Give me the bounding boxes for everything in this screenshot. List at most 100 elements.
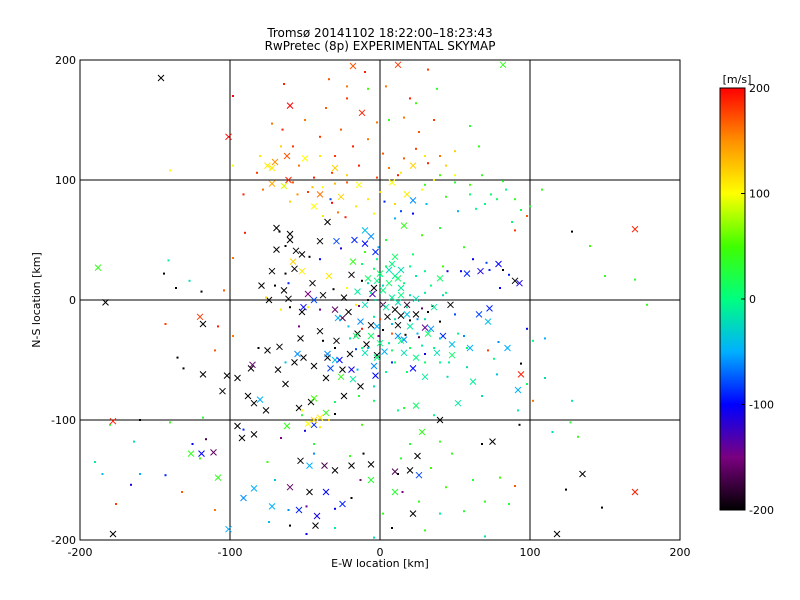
data-point-dot: [520, 209, 522, 211]
data-point-x: [333, 337, 340, 345]
data-point-dot: [484, 203, 486, 205]
data-point-stroke: [409, 197, 417, 204]
data-point-x: [258, 282, 265, 289]
data-point-x: [454, 399, 462, 407]
data-point-x: [388, 260, 396, 268]
data-point-dot: [514, 198, 516, 201]
data-point-dot: [532, 399, 534, 402]
data-point-x: [321, 462, 328, 469]
data-point-dot: [404, 333, 407, 336]
data-point-dot: [373, 212, 375, 215]
data-point-dot: [313, 443, 315, 445]
data-point-dot: [418, 131, 420, 133]
data-point-dot: [319, 135, 321, 138]
data-point-dot: [463, 335, 465, 337]
data-point-dot: [328, 78, 330, 81]
data-point-x: [385, 279, 393, 287]
data-point-dot: [358, 395, 360, 397]
data-point-dot: [364, 251, 366, 253]
data-point-x: [409, 197, 417, 204]
data-point-stroke: [367, 233, 375, 240]
y-tick-label: 0: [69, 294, 76, 307]
data-point-x: [109, 530, 117, 538]
data-point-stroke: [280, 287, 288, 294]
data-point-dot: [232, 164, 234, 167]
data-point-x: [268, 503, 276, 510]
data-point-dot: [217, 325, 219, 328]
data-point-x: [579, 470, 586, 478]
colorbar-tick-label: 0: [749, 293, 756, 306]
data-point-dot: [311, 186, 314, 189]
data-point-x: [316, 191, 324, 198]
data-point-dot: [385, 265, 387, 268]
data-point-dot: [322, 215, 324, 217]
data-point-stroke: [391, 488, 399, 496]
data-point-x: [370, 284, 378, 292]
data-point-x: [361, 240, 369, 247]
data-point-dot: [266, 461, 269, 463]
data-point-stroke: [372, 248, 379, 256]
data-point-x: [397, 312, 405, 319]
data-point-stroke: [364, 275, 372, 282]
data-point-dot: [334, 347, 336, 349]
data-point-x: [373, 277, 381, 285]
data-point-x: [301, 155, 309, 162]
data-point-dot: [289, 200, 291, 203]
data-point-stroke: [244, 392, 252, 400]
data-point-dot: [445, 486, 447, 489]
data-point-stroke: [340, 392, 348, 400]
data-point-dot: [337, 211, 339, 214]
data-point-dot: [358, 164, 360, 167]
data-point-stroke: [238, 434, 246, 442]
data-point-x: [295, 506, 303, 514]
x-axis-label: E-W location [km]: [331, 557, 429, 570]
data-point-x: [514, 386, 522, 394]
data-point-dot: [488, 269, 491, 271]
data-point-dot: [347, 325, 350, 328]
data-point-dot: [242, 193, 245, 196]
data-point-dot: [344, 216, 347, 219]
data-point-dot: [205, 438, 207, 441]
data-point-dot: [487, 349, 489, 352]
data-point-x: [283, 152, 291, 160]
data-point-stroke: [373, 323, 381, 330]
data-point-x: [504, 344, 511, 352]
data-point-x: [486, 305, 493, 312]
data-point-dot: [319, 426, 321, 429]
data-point-dot: [296, 193, 299, 196]
data-point-dot: [383, 200, 386, 203]
data-point-dot: [374, 299, 377, 301]
data-point-stroke: [355, 181, 363, 189]
data-point-stroke: [268, 180, 276, 187]
data-point-x: [367, 321, 375, 329]
data-point-x: [273, 224, 280, 232]
data-point-dot: [400, 210, 402, 213]
data-point-stroke: [348, 366, 355, 373]
data-point-dot: [475, 207, 477, 210]
data-point-dot: [406, 371, 408, 373]
data-point-dot: [403, 282, 405, 285]
data-point-x: [333, 237, 340, 245]
data-point-stroke: [210, 449, 217, 456]
data-point-dot: [256, 171, 258, 174]
data-point-dot: [361, 263, 363, 265]
data-point-stroke: [346, 350, 354, 358]
data-point-dot: [514, 485, 516, 487]
data-point-dot: [334, 155, 336, 157]
data-point-stroke: [631, 225, 639, 233]
data-point-dot: [391, 323, 393, 325]
x-tick-label: -100: [218, 546, 243, 559]
data-point-dot: [382, 512, 384, 515]
data-point-x: [489, 438, 496, 445]
data-point-dot: [421, 307, 423, 310]
data-point-dot: [439, 512, 441, 515]
data-point-stroke: [234, 422, 241, 430]
data-point-dot: [466, 366, 468, 369]
colorbar-gradient: [719, 87, 746, 511]
data-point-x: [324, 218, 331, 226]
data-point-dot: [361, 279, 363, 282]
data-point-dot: [385, 85, 387, 88]
data-point-dot: [412, 253, 414, 256]
data-point-stroke: [367, 476, 375, 484]
data-point-dot: [280, 437, 282, 439]
